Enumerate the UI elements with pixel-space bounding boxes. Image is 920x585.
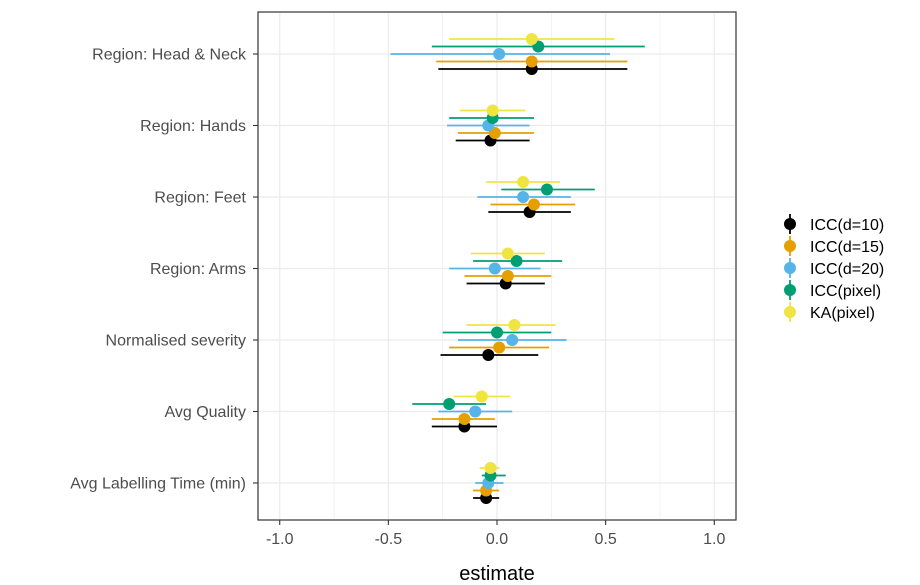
legend-key-point: [784, 218, 796, 230]
series-ICC(pixel): [412, 40, 645, 482]
series-ICC(d=15): [431, 55, 628, 497]
data-point: [510, 255, 523, 267]
x-axis-title: estimate: [459, 563, 535, 585]
data-point: [491, 326, 503, 339]
data-point: [482, 349, 495, 361]
x-tick-label: 1.0: [703, 531, 725, 548]
data-point: [475, 390, 488, 403]
data-point: [458, 413, 471, 425]
data-point: [508, 319, 521, 331]
data-point: [517, 176, 530, 188]
data-point: [527, 198, 540, 211]
x-tick-label: 0.0: [486, 531, 508, 548]
y-tick-label: Normalised severity: [106, 333, 246, 350]
data-point: [540, 183, 553, 196]
legend-key-point: [784, 240, 796, 252]
data-point: [484, 462, 497, 474]
data-point: [501, 270, 514, 282]
legend-label: ICC(d=15): [810, 239, 884, 256]
x-tick-label: -0.5: [375, 531, 403, 548]
series-ICC(d=20): [390, 48, 610, 489]
legend-key-point: [784, 262, 796, 274]
data-point: [493, 48, 506, 60]
data-point: [443, 398, 456, 410]
data-point: [506, 334, 519, 346]
y-tick-label: Avg Quality: [164, 404, 246, 421]
data-point: [488, 262, 501, 275]
y-tick-label: Avg Labelling Time (min): [70, 476, 246, 493]
legend: ICC(d=10) ICC(d=15) ICC(d=20) ICC(pixel) KA(…: [784, 214, 884, 322]
y-tick-label: Region: Hands: [140, 118, 246, 135]
data-point: [469, 405, 482, 418]
data-point: [501, 247, 514, 260]
legend-label: ICC(d=10): [810, 217, 884, 234]
x-axis-ticks: -1.0 -0.5 0.0 0.5 1.0: [266, 520, 725, 548]
series-marks: [390, 33, 645, 504]
data-point: [486, 104, 499, 117]
x-tick-label: 0.5: [595, 531, 617, 548]
legend-label: ICC(d=20): [810, 261, 884, 278]
x-tick-label: -1.0: [266, 531, 294, 548]
data-point: [525, 55, 538, 68]
series-KA(pixel): [449, 33, 615, 474]
data-point: [525, 33, 538, 45]
legend-key-point: [784, 284, 796, 296]
y-axis-labels: Region: Head & Neck Region: Hands Region: …: [70, 47, 258, 493]
legend-label: KA(pixel): [810, 305, 875, 322]
y-tick-label: Region: Head & Neck: [92, 47, 247, 64]
data-point: [517, 191, 530, 203]
y-tick-label: Region: Feet: [154, 190, 246, 207]
legend-label: ICC(pixel): [810, 283, 881, 300]
legend-key-point: [784, 306, 796, 318]
data-point: [493, 341, 506, 354]
y-tick-label: Region: Arms: [150, 261, 246, 278]
